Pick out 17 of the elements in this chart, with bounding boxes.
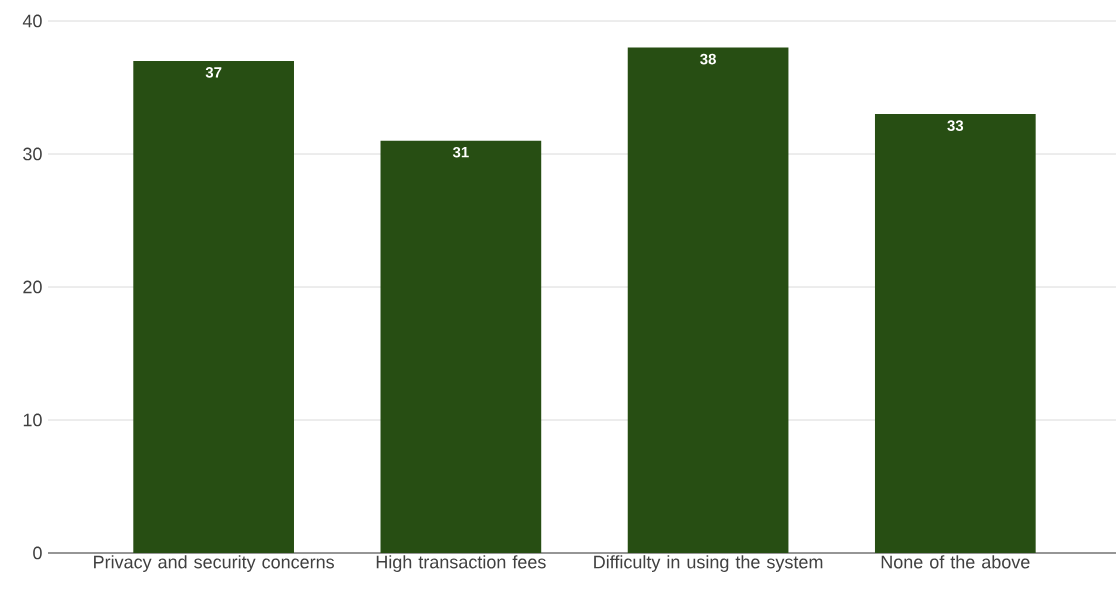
y-tick-label: 0 <box>33 546 42 560</box>
data-label: 37 <box>205 67 222 78</box>
data-label: 33 <box>947 120 964 131</box>
y-tick-label: 10 <box>23 413 42 427</box>
x-tick-label: Privacy and security concerns <box>94 555 334 572</box>
bar <box>133 60 294 553</box>
x-tick-label: High transaction fees <box>376 555 546 572</box>
y-tick-label: 30 <box>23 147 42 161</box>
bar <box>874 114 1036 553</box>
data-label: 31 <box>452 146 469 158</box>
x-tick-label: Difficulty in using the system <box>594 555 823 572</box>
y-tick-label: 40 <box>22 14 42 28</box>
x-tick-label: None of the above <box>881 555 1030 569</box>
data-label: 38 <box>700 53 716 65</box>
bar <box>627 47 789 553</box>
bar <box>380 140 542 553</box>
y-tick-label: 20 <box>23 280 42 294</box>
